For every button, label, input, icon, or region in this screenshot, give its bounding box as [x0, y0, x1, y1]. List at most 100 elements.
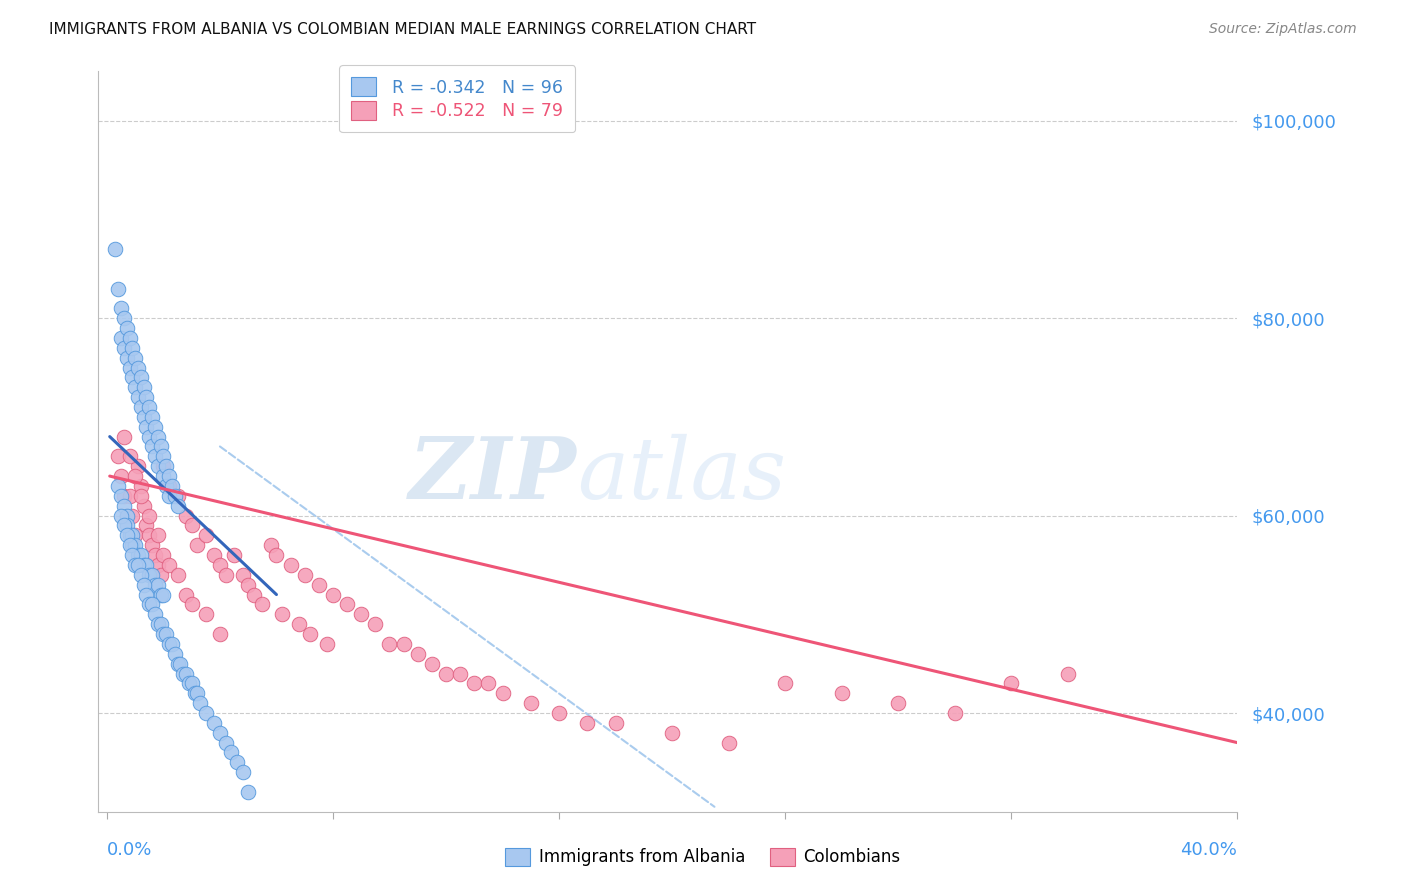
Point [238, 785, 260, 799]
Point [143, 450, 166, 464]
Point [112, 341, 135, 355]
Point [166, 567, 188, 582]
Text: 40.0%: 40.0% [1181, 841, 1237, 859]
Point [115, 518, 138, 533]
Point [127, 459, 149, 474]
Point [127, 558, 149, 572]
Point [110, 469, 132, 483]
Point [112, 429, 135, 443]
Point [1000, 676, 1022, 690]
Point [392, 637, 415, 651]
Point [141, 440, 163, 454]
Point [177, 676, 200, 690]
Point [104, 242, 127, 256]
Point [280, 558, 302, 572]
Point [138, 508, 160, 523]
Point [214, 736, 236, 750]
Point [129, 548, 152, 562]
Point [141, 538, 163, 552]
Point [157, 489, 180, 503]
Point [477, 676, 499, 690]
Point [183, 686, 205, 700]
Point [107, 450, 129, 464]
Point [146, 528, 169, 542]
Point [194, 528, 217, 542]
Point [149, 617, 172, 632]
Point [157, 469, 180, 483]
Point [605, 715, 627, 730]
Point [143, 548, 166, 562]
Point [124, 380, 146, 394]
Text: ZIP: ZIP [409, 434, 576, 516]
Point [132, 499, 155, 513]
Point [180, 598, 202, 612]
Point [288, 617, 311, 632]
Point [186, 686, 208, 700]
Point [112, 518, 135, 533]
Point [299, 627, 322, 641]
Point [149, 567, 172, 582]
Point [202, 715, 225, 730]
Point [520, 696, 543, 710]
Point [194, 706, 217, 720]
Point [194, 607, 217, 622]
Point [208, 627, 231, 641]
Point [146, 577, 169, 591]
Point [121, 538, 143, 552]
Text: IMMIGRANTS FROM ALBANIA VS COLOMBIAN MEDIAN MALE EARNINGS CORRELATION CHART: IMMIGRANTS FROM ALBANIA VS COLOMBIAN MED… [49, 22, 756, 37]
Point [118, 331, 141, 345]
Point [107, 281, 129, 295]
Point [118, 450, 141, 464]
Point [174, 588, 197, 602]
Point [121, 341, 143, 355]
Point [110, 489, 132, 503]
Point [118, 360, 141, 375]
Point [157, 558, 180, 572]
Point [115, 321, 138, 335]
Point [107, 479, 129, 493]
Point [152, 627, 174, 641]
Point [214, 567, 236, 582]
Point [152, 548, 174, 562]
Point [163, 489, 186, 503]
Point [831, 686, 853, 700]
Point [127, 390, 149, 404]
Point [110, 508, 132, 523]
Point [420, 657, 443, 671]
Point [378, 637, 401, 651]
Point [157, 479, 180, 493]
Point [449, 666, 471, 681]
Point [157, 637, 180, 651]
Point [308, 577, 330, 591]
Point [943, 706, 966, 720]
Point [129, 567, 152, 582]
Point [129, 400, 152, 414]
Point [152, 450, 174, 464]
Point [121, 548, 143, 562]
Point [232, 567, 254, 582]
Point [887, 696, 910, 710]
Point [225, 756, 247, 770]
Point [202, 548, 225, 562]
Point [132, 558, 155, 572]
Point [322, 588, 344, 602]
Point [124, 538, 146, 552]
Point [132, 409, 155, 424]
Point [135, 390, 157, 404]
Point [146, 429, 169, 443]
Point [138, 598, 160, 612]
Point [121, 508, 143, 523]
Point [219, 746, 242, 760]
Point [124, 528, 146, 542]
Point [717, 736, 740, 750]
Point [238, 577, 260, 591]
Point [169, 657, 191, 671]
Point [149, 440, 172, 454]
Point [112, 489, 135, 503]
Point [463, 676, 485, 690]
Point [166, 489, 188, 503]
Point [491, 686, 513, 700]
Point [149, 588, 172, 602]
Point [141, 409, 163, 424]
Point [222, 548, 245, 562]
